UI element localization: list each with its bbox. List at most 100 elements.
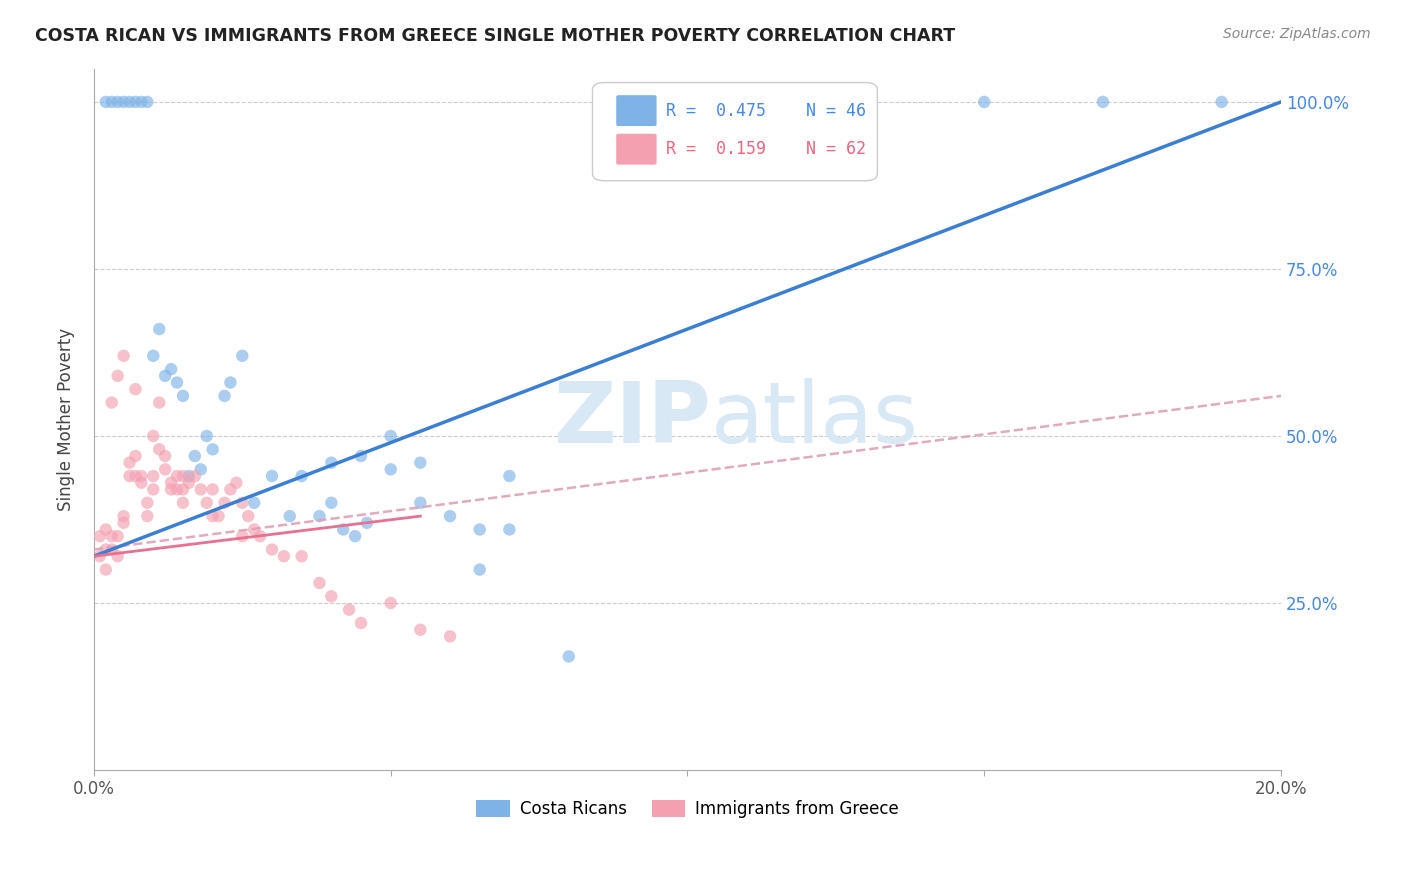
Text: atlas: atlas — [711, 377, 920, 461]
Point — [409, 496, 432, 510]
Point — [94, 542, 117, 557]
Point — [166, 469, 188, 483]
Point — [337, 602, 360, 616]
Point — [308, 509, 330, 524]
Point — [131, 95, 153, 109]
Point — [190, 483, 212, 497]
Point — [225, 475, 247, 490]
Point — [172, 496, 194, 510]
Point — [177, 475, 200, 490]
Point — [1091, 95, 1114, 109]
Point — [278, 509, 301, 524]
Point — [107, 549, 129, 564]
Point — [1211, 95, 1233, 109]
Point — [142, 483, 165, 497]
Point — [344, 529, 367, 543]
Point — [350, 615, 373, 630]
Point — [94, 523, 117, 537]
Point — [291, 469, 314, 483]
Point — [201, 442, 224, 457]
Point — [184, 469, 207, 483]
Point — [201, 483, 224, 497]
Point — [273, 549, 295, 564]
Point — [112, 509, 135, 524]
Point — [409, 456, 432, 470]
Point — [321, 456, 343, 470]
Point — [148, 395, 170, 409]
Point — [89, 549, 111, 564]
FancyBboxPatch shape — [616, 95, 657, 126]
Point — [153, 462, 176, 476]
Point — [153, 368, 176, 383]
Point — [439, 509, 461, 524]
Point — [356, 516, 378, 530]
Point — [231, 529, 253, 543]
Point — [142, 349, 165, 363]
Text: R =  0.475    N = 46: R = 0.475 N = 46 — [666, 102, 866, 120]
Point — [207, 509, 229, 524]
Point — [468, 523, 491, 537]
FancyBboxPatch shape — [616, 134, 657, 165]
Point — [124, 449, 146, 463]
Point — [260, 469, 283, 483]
Point — [118, 456, 141, 470]
Point — [231, 349, 253, 363]
Point — [94, 95, 117, 109]
Point — [321, 589, 343, 603]
Point — [136, 95, 159, 109]
Point — [124, 382, 146, 396]
Point — [498, 469, 520, 483]
Point — [219, 376, 242, 390]
Point — [260, 542, 283, 557]
Point — [112, 349, 135, 363]
Point — [136, 496, 159, 510]
Point — [409, 623, 432, 637]
Point — [195, 429, 218, 443]
Text: ZIP: ZIP — [554, 377, 711, 461]
Point — [160, 475, 183, 490]
Point — [380, 596, 402, 610]
Point — [214, 496, 236, 510]
Point — [100, 95, 122, 109]
Text: R =  0.159    N = 62: R = 0.159 N = 62 — [666, 140, 866, 158]
Y-axis label: Single Mother Poverty: Single Mother Poverty — [58, 327, 75, 511]
Point — [249, 529, 271, 543]
Point — [112, 95, 135, 109]
Point — [142, 429, 165, 443]
Point — [201, 509, 224, 524]
Point — [148, 442, 170, 457]
Point — [166, 376, 188, 390]
Point — [118, 95, 141, 109]
FancyBboxPatch shape — [592, 83, 877, 181]
Point — [142, 469, 165, 483]
Point — [107, 529, 129, 543]
Point — [498, 523, 520, 537]
Point — [172, 469, 194, 483]
Point — [332, 523, 354, 537]
Point — [172, 483, 194, 497]
Point — [124, 469, 146, 483]
Point — [112, 516, 135, 530]
Point — [166, 483, 188, 497]
Point — [118, 469, 141, 483]
Legend: Costa Ricans, Immigrants from Greece: Costa Ricans, Immigrants from Greece — [470, 793, 905, 825]
Point — [160, 483, 183, 497]
Point — [238, 509, 260, 524]
Point — [107, 95, 129, 109]
Point — [131, 475, 153, 490]
Point — [100, 542, 122, 557]
Point — [380, 462, 402, 476]
Point — [231, 496, 253, 510]
Point — [190, 462, 212, 476]
Point — [94, 563, 117, 577]
Point — [195, 496, 218, 510]
Point — [350, 449, 373, 463]
Point — [219, 483, 242, 497]
Point — [100, 395, 122, 409]
Point — [148, 322, 170, 336]
Point — [184, 449, 207, 463]
Point — [468, 563, 491, 577]
Point — [308, 576, 330, 591]
Point — [172, 389, 194, 403]
Point — [439, 629, 461, 643]
